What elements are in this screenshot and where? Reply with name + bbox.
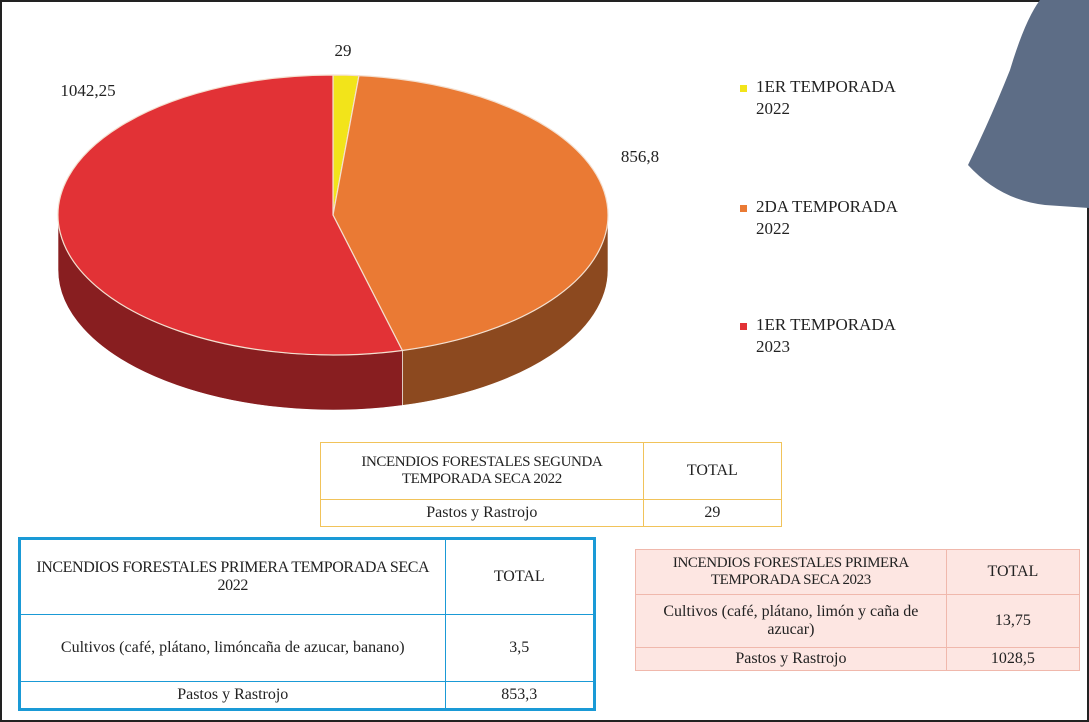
header-cell: TOTAL <box>444 538 595 615</box>
header-cell: INCENDIOS FORESTALES PRIMERA TEMPORADA S… <box>19 538 446 615</box>
cell: Cultivos (café, plátano, limóncaña de az… <box>19 614 446 682</box>
value-label: 1042,25 <box>60 81 115 100</box>
legend-line: 2023 <box>756 337 790 356</box>
cell: 29 <box>642 499 783 527</box>
value-label: 856,8 <box>621 147 659 166</box>
cell: Pastos y Rastrojo <box>320 499 644 527</box>
slice <box>57 74 404 356</box>
legend-swatch <box>740 205 747 212</box>
cell: 13,75 <box>945 594 1081 648</box>
cell: Pastos y Rastrojo <box>19 681 446 710</box>
header-cell: TOTAL <box>945 549 1081 595</box>
photo-fragment <box>968 0 1089 208</box>
cell: 3,5 <box>444 614 595 682</box>
cell: Pastos y Rastrojo <box>635 647 947 671</box>
legend-line: 2DA TEMPORADA <box>756 197 899 216</box>
header-cell: INCENDIOS FORESTALES PRIMERA TEMPORADA S… <box>635 549 947 595</box>
legend-line: 2022 <box>756 219 790 238</box>
legend-line: 2022 <box>756 99 790 118</box>
table: INCENDIOS FORESTALES PRIMERA TEMPORADA S… <box>18 537 596 711</box>
cell: 853,3 <box>444 681 595 710</box>
table: INCENDIOS FORESTALES PRIMERA TEMPORADA S… <box>635 549 1081 671</box>
header-cell: INCENDIOS FORESTALES SEGUNDA TEMPORADA S… <box>320 442 644 500</box>
cell: 1028,5 <box>945 647 1081 671</box>
table: INCENDIOS FORESTALES SEGUNDA TEMPORADA S… <box>320 442 783 527</box>
legend-line: 1ER TEMPORADA <box>756 315 897 334</box>
cell: Cultivos (café, plátano, limón y caña de… <box>635 594 947 648</box>
legend-label: 1ER TEMPORADA 2023 <box>756 315 897 356</box>
header-cell: TOTAL <box>642 442 783 500</box>
value-label: 29 <box>335 41 352 60</box>
legend-line: 1ER TEMPORADA <box>756 77 897 96</box>
legend-swatch <box>740 85 747 92</box>
legend-label: 1ER TEMPORADA 2022 <box>756 77 897 118</box>
legend-item: 1ER TEMPORADA 2023 <box>740 315 897 356</box>
slice <box>332 74 609 352</box>
legend-item: 1ER TEMPORADA 2022 <box>740 77 897 118</box>
legend-label: 2DA TEMPORADA 2022 <box>756 197 899 238</box>
legend-item: 2DA TEMPORADA 2022 <box>740 197 899 238</box>
legend-swatch <box>740 323 747 330</box>
